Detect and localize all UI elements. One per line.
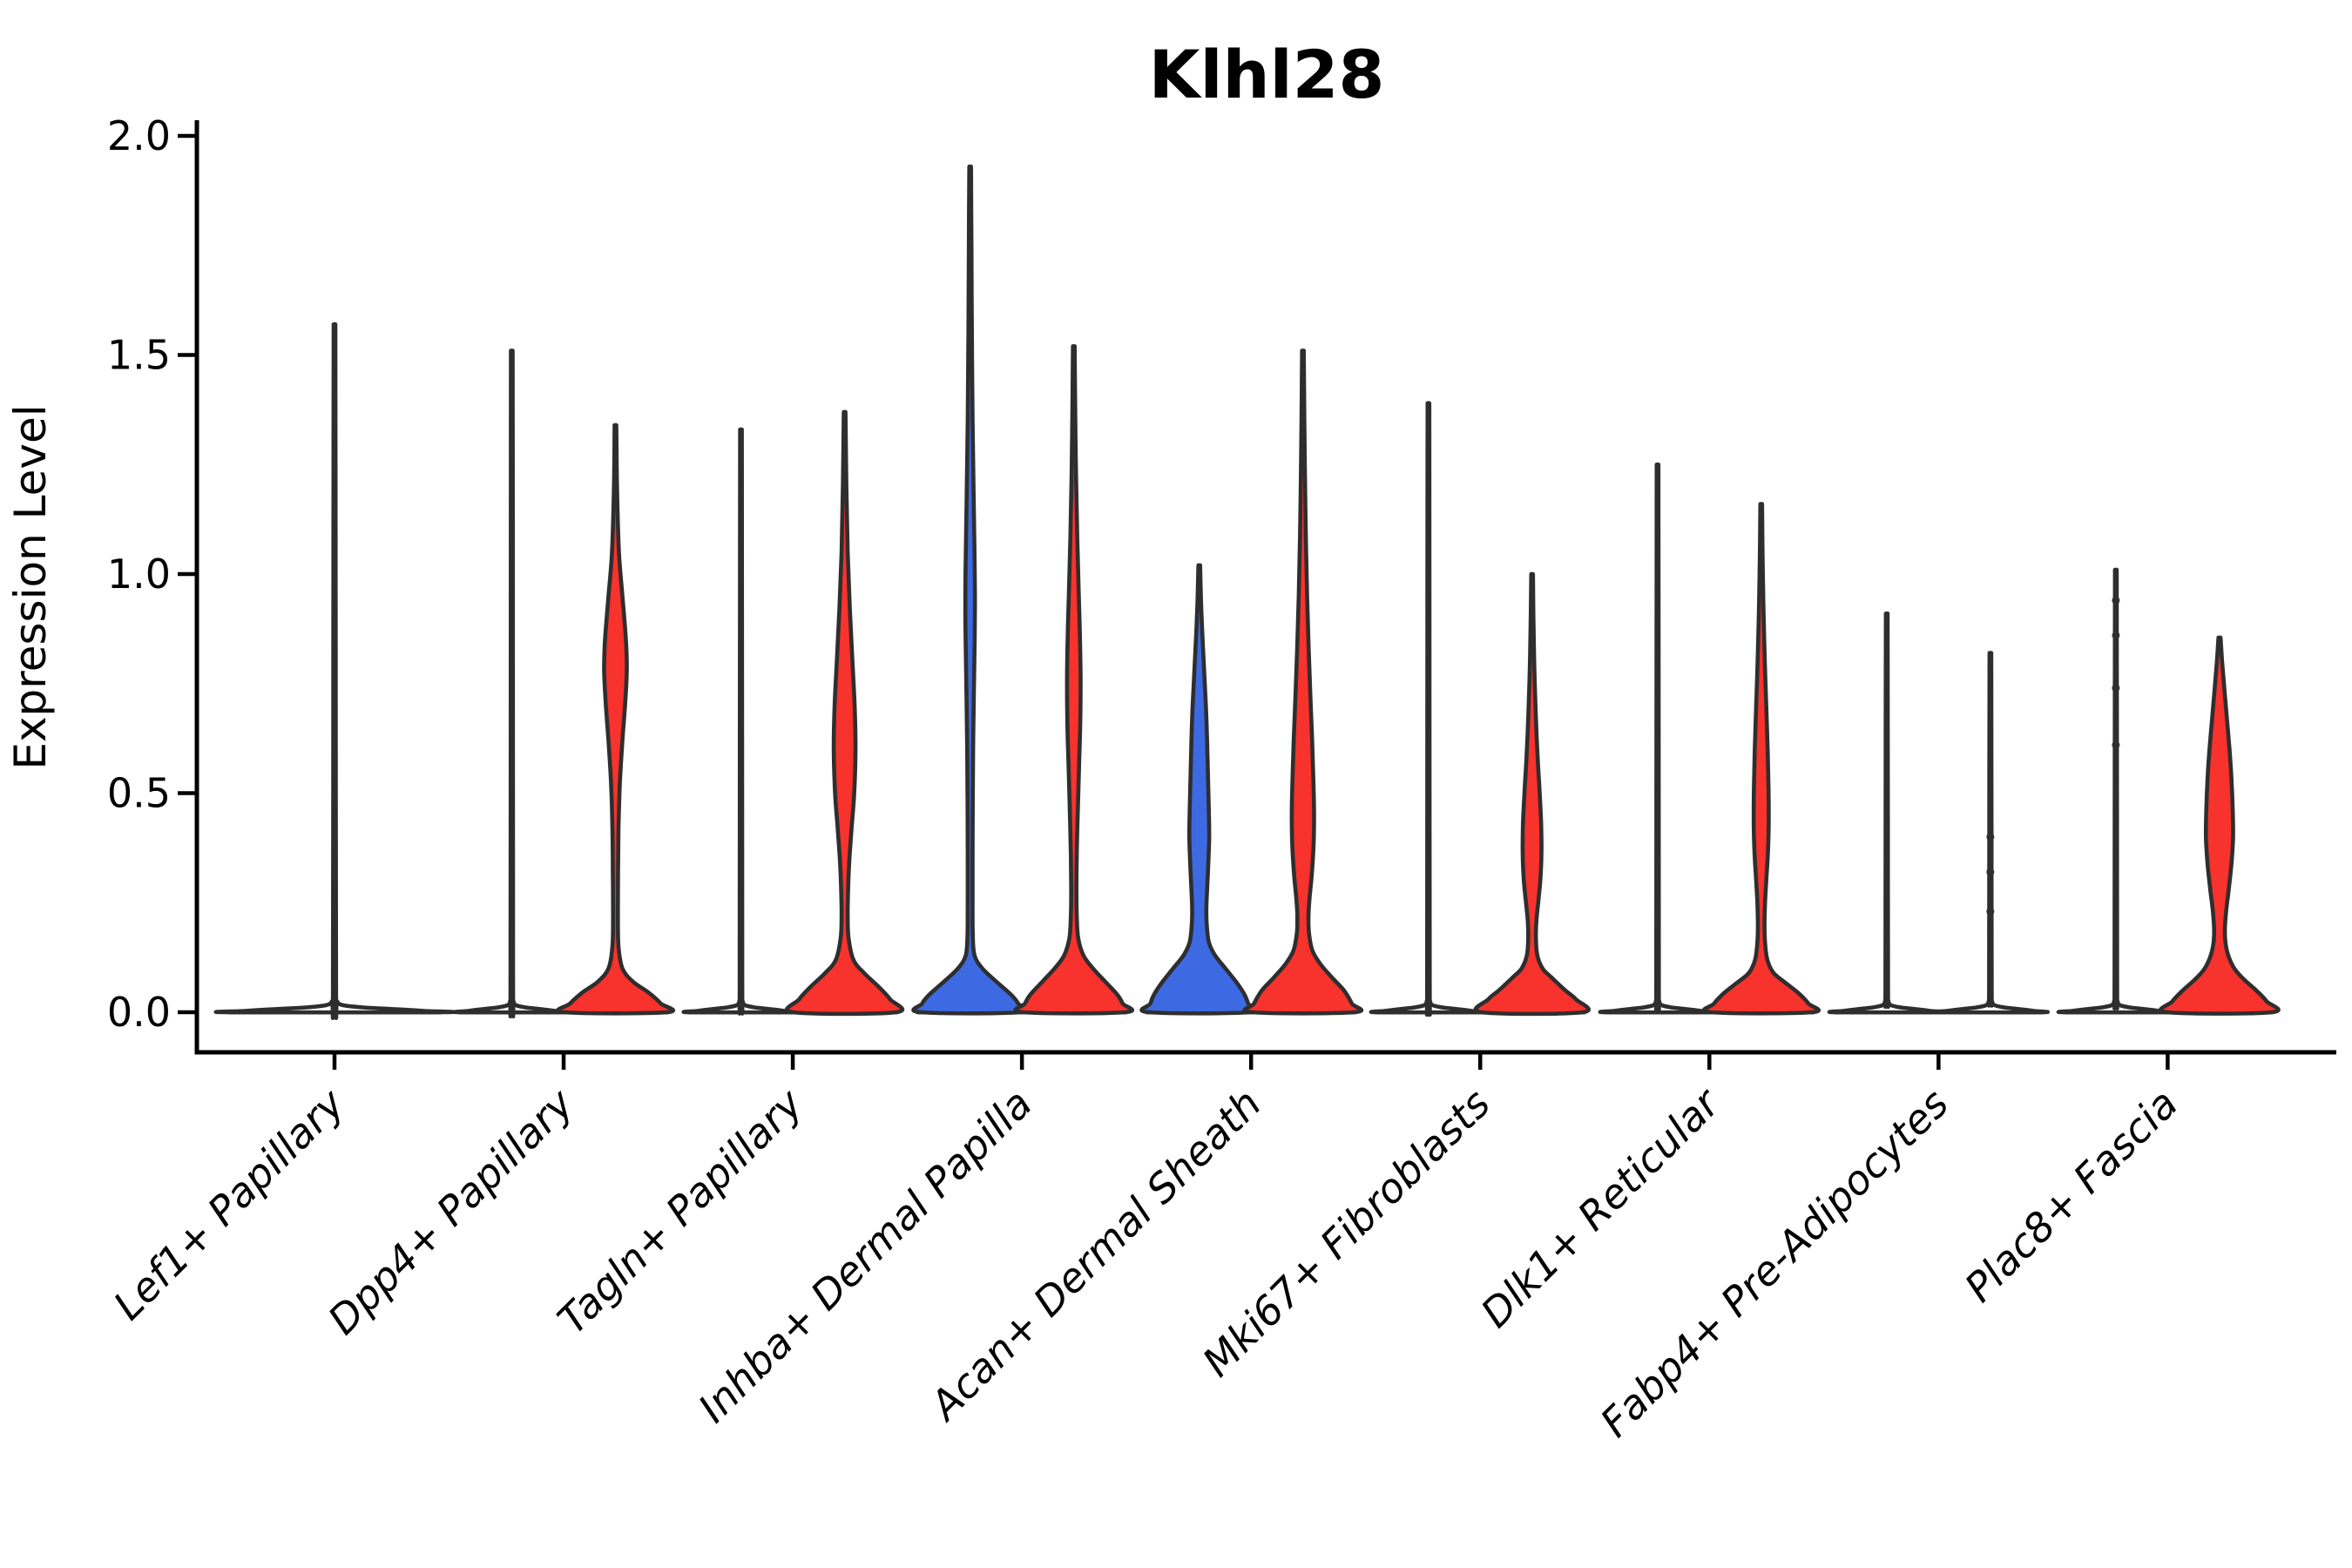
outlier-dot bbox=[1986, 907, 1995, 916]
y-tick-label: 1.0 bbox=[107, 551, 171, 598]
x-tick-label: Dlk1+ Reticular bbox=[1471, 1078, 1730, 1336]
y-tick-label: 1.5 bbox=[107, 332, 171, 379]
violin-fabp4-pre-adipocytes-right bbox=[1930, 651, 2051, 1015]
violin-plac8-fascia-left bbox=[2056, 567, 2176, 1015]
violin-inhba-dermal-papilla-left bbox=[911, 164, 1029, 1016]
violin-acan-dermal-sheath-right bbox=[1242, 348, 1364, 1016]
violin-tagln-papillary-left bbox=[681, 427, 801, 1016]
x-tick-label: Lef1+ Papillary bbox=[105, 1079, 354, 1328]
y-tick-label: 2.0 bbox=[107, 112, 171, 159]
chart-title: Klhl28 bbox=[1149, 36, 1385, 113]
violin-dlk1-reticular-left bbox=[1598, 463, 1717, 1015]
outlier-dot bbox=[1986, 833, 1995, 841]
violin-dlk1-reticular-right bbox=[1701, 502, 1821, 1016]
outlier-dot bbox=[2112, 596, 2120, 605]
outlier-dot bbox=[2112, 684, 2120, 693]
violin-plac8-fascia-right bbox=[2159, 635, 2281, 1016]
violin-fabp4-pre-adipocytes-left bbox=[1827, 612, 1947, 1015]
y-tick-label: 0.5 bbox=[107, 770, 171, 817]
y-tick-label: 0.0 bbox=[107, 989, 171, 1036]
violin-tagln-papillary-right bbox=[785, 409, 905, 1017]
violin-lef1-papillary-center bbox=[213, 322, 456, 1020]
y-axis-label: Expression Level bbox=[5, 404, 56, 769]
outlier-dot bbox=[1986, 868, 1995, 876]
x-tick-label: Dpp4+ Papillary bbox=[319, 1079, 583, 1343]
violin-dpp4-papillary-left bbox=[452, 348, 571, 1019]
violin-mki67-fibroblasts-right bbox=[1473, 571, 1591, 1017]
x-tick-label: Tagln+ Papillary bbox=[549, 1079, 813, 1343]
violin-shapes bbox=[213, 164, 2281, 1020]
violin-mki67-fibroblasts-left bbox=[1369, 401, 1488, 1017]
axes bbox=[178, 120, 2336, 1070]
violin-acan-dermal-sheath-left bbox=[1139, 563, 1259, 1016]
outlier-dot bbox=[2112, 631, 2120, 639]
x-tick-label: Plac8+ Fascia bbox=[1956, 1080, 2186, 1311]
violin-dpp4-papillary-right bbox=[555, 422, 676, 1016]
outlier-dot bbox=[2112, 740, 2120, 749]
violin-inhba-dermal-papilla-right bbox=[1013, 344, 1134, 1016]
y-tick-labels: 0.0 0.5 1.0 1.5 2.0 bbox=[107, 112, 171, 1036]
